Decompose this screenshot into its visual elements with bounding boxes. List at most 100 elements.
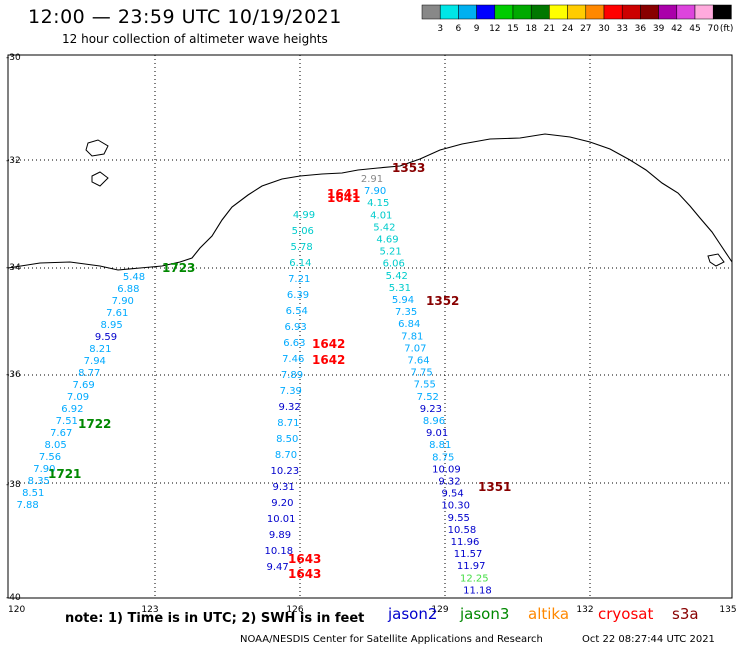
wave-height-label: 9.89 xyxy=(269,530,291,541)
scale-swatch xyxy=(603,4,623,20)
legend-cryosat: cryosat xyxy=(598,605,654,623)
wave-height-label: 7.88 xyxy=(16,500,38,511)
wave-height-label: 4.99 xyxy=(293,210,315,221)
wave-height-label: 6.63 xyxy=(283,338,305,349)
wave-height-label: 7.46 xyxy=(282,354,304,365)
wave-height-label: 10.23 xyxy=(270,466,299,477)
wave-height-label: 5.48 xyxy=(123,272,145,283)
scale-unit: (ft) xyxy=(720,24,734,34)
wave-height-label: 8.81 xyxy=(429,440,451,451)
pass-time-label: 1642 xyxy=(312,353,345,367)
wave-height-label: 7.90 xyxy=(112,296,134,307)
legend-altika: altika xyxy=(528,605,570,623)
wave-height-label: 10.01 xyxy=(267,514,296,525)
wave-height-label: 6.84 xyxy=(398,319,420,330)
wave-height-label: 7.90 xyxy=(33,464,55,475)
map-frame xyxy=(7,54,733,599)
lat-tick-label: -34 xyxy=(6,263,21,273)
wave-height-label: 11.57 xyxy=(454,549,483,560)
credit-line: NOAA/NESDIS Center for Satellite Applica… xyxy=(240,634,543,645)
wave-height-label: 5.06 xyxy=(292,226,314,237)
wave-height-label: 8.96 xyxy=(423,416,445,427)
scale-label: 9 xyxy=(474,24,480,34)
pass-time-label: 1641 xyxy=(327,191,360,205)
wave-height-tracks: 5.486.887.907.618.959.598.217.948.777.69… xyxy=(16,174,491,596)
wave-height-label: 8.50 xyxy=(276,434,298,445)
wave-height-label: 10.18 xyxy=(264,546,293,557)
scale-label: 33 xyxy=(616,24,627,34)
wave-height-label: 2.91 xyxy=(361,174,383,185)
scale-swatch xyxy=(567,4,587,20)
scale-swatch xyxy=(585,4,605,20)
wave-height-label: 8.71 xyxy=(277,418,299,429)
wave-height-label: 7.56 xyxy=(39,452,61,463)
lon-tick-label: 123 xyxy=(141,605,158,615)
wave-height-label: 9.31 xyxy=(272,482,294,493)
wave-height-label: 7.67 xyxy=(50,428,72,439)
wave-height-label: 8.95 xyxy=(100,320,122,331)
wave-height-label: 9.20 xyxy=(271,498,293,509)
pass-time-label: 1353 xyxy=(392,161,425,175)
wave-height-label: 5.42 xyxy=(373,222,395,233)
scale-swatch xyxy=(640,4,659,20)
pass-time-label: 1641 xyxy=(327,187,360,201)
lat-tick-label: -38 xyxy=(6,480,21,490)
wave-height-label: 7.51 xyxy=(56,416,78,427)
wave-height-label: 9.47 xyxy=(266,562,288,573)
wave-height-label: 6.14 xyxy=(289,258,311,269)
wave-height-label: 6.39 xyxy=(287,290,309,301)
wave-height-label: 8.21 xyxy=(89,344,111,355)
scale-swatch xyxy=(621,4,641,20)
wave-height-label: 11.97 xyxy=(457,561,486,572)
color-scale: 3 6 9 12 15 18 21 24 27 30 33 36 39 42 45 70 (ft) xyxy=(421,4,734,34)
lat-tick-label: -40 xyxy=(6,593,21,603)
wave-height-label: 4.15 xyxy=(367,198,389,209)
wave-height-label: 7.81 xyxy=(401,331,423,342)
wave-height-label: 6.54 xyxy=(286,306,308,317)
wave-height-label: 7.69 xyxy=(72,380,94,391)
wave-height-label: 6.06 xyxy=(383,259,405,270)
wave-height-label: 10.30 xyxy=(441,501,470,512)
island-east xyxy=(707,253,725,267)
lat-tick-label: -32 xyxy=(6,156,21,166)
wave-height-label: 8.75 xyxy=(432,452,454,463)
graticule xyxy=(8,55,732,598)
wave-height-label: 9.01 xyxy=(426,428,448,439)
wave-height-label: 7.94 xyxy=(84,356,106,367)
wave-height-label: 9.32 xyxy=(438,477,460,488)
wave-height-label: 7.89 xyxy=(281,370,303,381)
wave-height-label: 4.69 xyxy=(376,235,398,246)
wave-height-label: 6.88 xyxy=(117,284,139,295)
wave-height-label: 7.07 xyxy=(404,343,426,354)
footer-note: note: 1) Time is in UTC; 2) SWH is in fe… xyxy=(65,611,365,626)
lon-tick-label: 126 xyxy=(286,605,303,615)
lat-tick-label: -30 xyxy=(6,53,21,63)
wave-height-label: 10.58 xyxy=(448,525,477,536)
wave-height-label: 10.09 xyxy=(432,464,461,475)
wave-height-label: 12.25 xyxy=(460,573,489,584)
wave-height-label: 5.31 xyxy=(389,283,411,294)
wave-height-label: 7.35 xyxy=(395,307,417,318)
scale-swatch xyxy=(676,4,696,20)
scale-swatch xyxy=(494,4,514,20)
wave-height-label: 9.59 xyxy=(95,332,117,343)
scale-label: 24 xyxy=(562,24,574,34)
pass-time-label: 1643 xyxy=(288,567,321,581)
scale-swatch xyxy=(421,4,441,20)
wave-height-label: 7.09 xyxy=(67,392,89,403)
wave-height-label: 5.78 xyxy=(290,242,312,253)
scale-label: 12 xyxy=(489,24,500,34)
wave-height-label: 6.92 xyxy=(61,404,83,415)
scale-label: 18 xyxy=(525,24,537,34)
scale-swatch xyxy=(439,4,459,20)
wave-height-label: 5.42 xyxy=(386,271,408,282)
scale-label: 27 xyxy=(580,24,591,34)
scale-swatch xyxy=(476,4,496,20)
wave-height-label: 7.61 xyxy=(106,308,128,319)
wave-height-label: 8.05 xyxy=(44,440,66,451)
scale-label: 30 xyxy=(598,24,610,34)
axis-ticks: 120 123 126 129 132 135 -30 -32 -34 -36 -38 -40 xyxy=(6,53,737,615)
scale-swatch xyxy=(694,4,714,20)
